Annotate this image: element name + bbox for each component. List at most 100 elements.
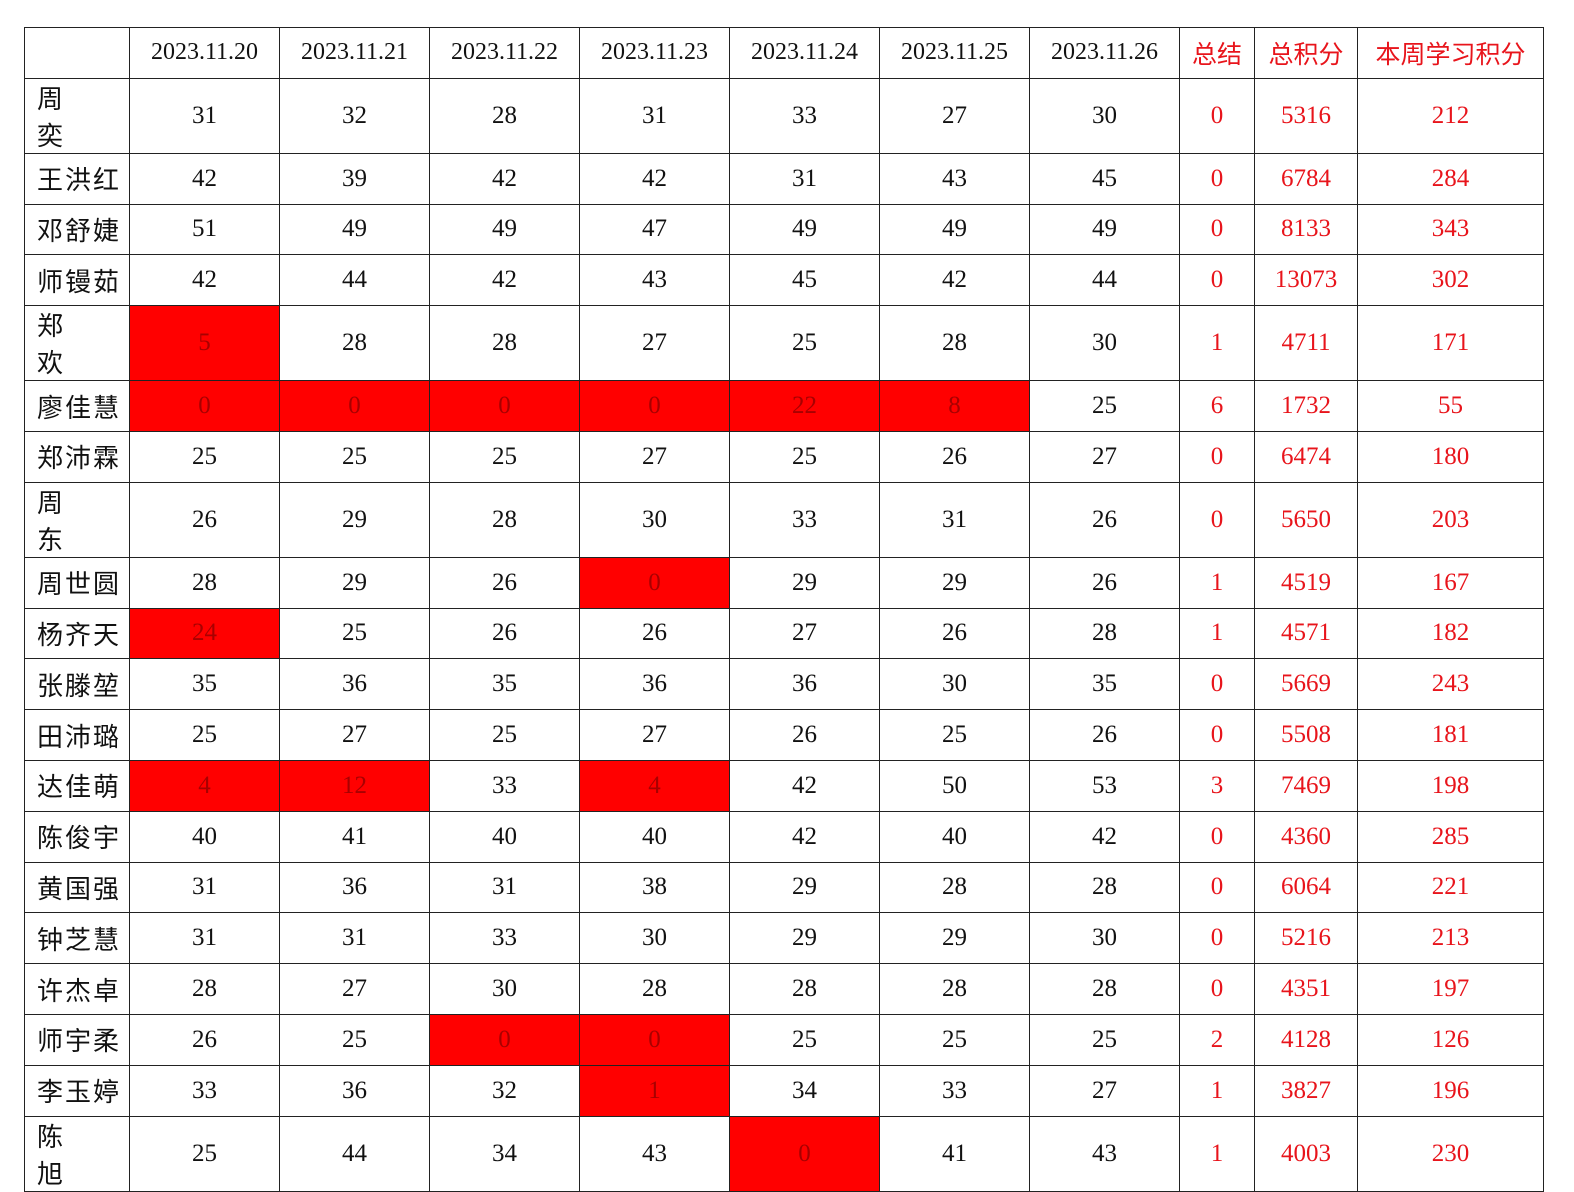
week-points-cell: 243	[1357, 658, 1544, 711]
daily-points-cell: 28	[879, 963, 1030, 1015]
daily-points-cell: 35	[129, 658, 280, 711]
table-row: 周 奕 31 32 28 31 33 27 30 0 5316 212	[24, 77, 1544, 154]
total-points-cell: 4711	[1254, 305, 1358, 382]
table-row: 达佳萌 4 12 33 4 42 50 53 3 7469 198	[24, 759, 1544, 812]
summary-cell: 0	[1179, 963, 1255, 1015]
daily-points-cell: 36	[729, 658, 880, 711]
student-name: 周 东	[24, 481, 130, 558]
column-header-summary: 总结	[1179, 27, 1255, 79]
summary-cell: 1	[1179, 305, 1255, 382]
column-header-date: 2023.11.23	[579, 27, 730, 79]
daily-points-cell: 27	[579, 305, 730, 382]
daily-points-cell: 50	[879, 759, 1030, 812]
daily-points-cell: 28	[879, 305, 1030, 382]
student-name: 达佳萌	[24, 759, 130, 812]
daily-points-cell: 25	[879, 709, 1030, 761]
table-row: 邓舒婕 51 49 49 47 49 49 49 0 8133 343	[24, 203, 1544, 256]
daily-points-cell: 28	[729, 963, 880, 1015]
summary-cell: 2	[1179, 1013, 1255, 1066]
daily-points-cell: 29	[279, 481, 430, 558]
table-row: 杨齐天 24 25 26 26 27 26 28 1 4571 182	[24, 607, 1544, 660]
column-header-date: 2023.11.21	[279, 27, 430, 79]
week-points-cell: 181	[1357, 709, 1544, 761]
daily-points-cell: 26	[1029, 709, 1180, 761]
daily-points-cell: 38	[579, 861, 730, 914]
daily-points-cell: 53	[1029, 759, 1180, 812]
daily-points-cell: 28	[1029, 963, 1180, 1015]
daily-points-cell: 26	[879, 430, 1030, 483]
daily-points-cell: 30	[1029, 305, 1180, 382]
daily-points-cell: 25	[429, 709, 580, 761]
daily-points-cell: 33	[729, 77, 880, 154]
week-points-cell: 126	[1357, 1013, 1544, 1066]
daily-points-cell: 42	[429, 254, 580, 307]
week-points-cell: 167	[1357, 556, 1544, 609]
week-points-cell: 55	[1357, 380, 1544, 432]
daily-points-cell-highlighted: 0	[579, 556, 730, 609]
daily-points-cell: 33	[129, 1064, 280, 1117]
daily-points-cell: 39	[279, 152, 430, 205]
student-name: 许杰卓	[24, 963, 130, 1015]
daily-points-cell: 41	[279, 810, 430, 863]
daily-points-cell: 33	[729, 481, 880, 558]
daily-points-cell-highlighted: 0	[429, 1013, 580, 1066]
daily-points-cell: 42	[429, 152, 580, 205]
column-header-date: 2023.11.22	[429, 27, 580, 79]
daily-points-cell: 44	[279, 254, 430, 307]
table-row: 陈俊宇 40 41 40 40 42 40 42 0 4360 285	[24, 810, 1544, 863]
daily-points-cell: 25	[129, 709, 280, 761]
table-row: 郑沛霖 25 25 25 27 25 26 27 0 6474 180	[24, 430, 1544, 483]
student-name: 田沛璐	[24, 709, 130, 761]
daily-points-cell: 30	[579, 912, 730, 965]
student-name: 师宇柔	[24, 1013, 130, 1066]
total-points-cell: 1732	[1254, 380, 1358, 432]
daily-points-cell: 43	[1029, 1115, 1180, 1192]
daily-points-cell-highlighted: 5	[129, 305, 280, 382]
total-points-cell: 4519	[1254, 556, 1358, 609]
daily-points-cell: 42	[729, 759, 880, 812]
total-points-cell: 5508	[1254, 709, 1358, 761]
table-row: 师镘茹 42 44 42 43 45 42 44 0 13073 302	[24, 254, 1544, 307]
daily-points-cell: 27	[879, 77, 1030, 154]
header-row: 2023.11.20 2023.11.21 2023.11.22 2023.11.23…	[24, 27, 1544, 79]
total-points-cell: 4351	[1254, 963, 1358, 1015]
total-points-cell: 6064	[1254, 861, 1358, 914]
daily-points-cell: 42	[129, 254, 280, 307]
daily-points-cell: 26	[729, 709, 880, 761]
summary-cell: 1	[1179, 1064, 1255, 1117]
summary-cell: 1	[1179, 1115, 1255, 1192]
daily-points-cell: 25	[279, 607, 430, 660]
daily-points-cell: 29	[729, 861, 880, 914]
daily-points-cell: 28	[279, 305, 430, 382]
daily-points-cell: 49	[279, 203, 430, 256]
daily-points-cell: 30	[1029, 912, 1180, 965]
summary-cell: 0	[1179, 861, 1255, 914]
daily-points-cell: 31	[129, 912, 280, 965]
total-points-cell: 8133	[1254, 203, 1358, 256]
week-points-cell: 284	[1357, 152, 1544, 205]
student-name: 张滕堃	[24, 658, 130, 711]
total-points-cell: 4128	[1254, 1013, 1358, 1066]
week-points-cell: 198	[1357, 759, 1544, 812]
daily-points-cell: 44	[1029, 254, 1180, 307]
week-points-cell: 221	[1357, 861, 1544, 914]
daily-points-cell: 25	[1029, 380, 1180, 432]
summary-cell: 1	[1179, 607, 1255, 660]
summary-cell: 0	[1179, 203, 1255, 256]
week-points-cell: 213	[1357, 912, 1544, 965]
daily-points-cell: 25	[1029, 1013, 1180, 1066]
column-header-date: 2023.11.20	[129, 27, 280, 79]
daily-points-cell: 49	[729, 203, 880, 256]
daily-points-cell-highlighted: 24	[129, 607, 280, 660]
week-points-cell: 285	[1357, 810, 1544, 863]
daily-points-cell: 31	[129, 861, 280, 914]
daily-points-cell: 29	[729, 556, 880, 609]
table-row: 田沛璐 25 27 25 27 26 25 26 0 5508 181	[24, 709, 1544, 761]
daily-points-cell: 33	[429, 912, 580, 965]
daily-points-cell: 25	[129, 430, 280, 483]
week-points-cell: 212	[1357, 77, 1544, 154]
summary-cell: 0	[1179, 658, 1255, 711]
student-name: 周世圆	[24, 556, 130, 609]
summary-cell: 0	[1179, 254, 1255, 307]
student-name: 王洪红	[24, 152, 130, 205]
